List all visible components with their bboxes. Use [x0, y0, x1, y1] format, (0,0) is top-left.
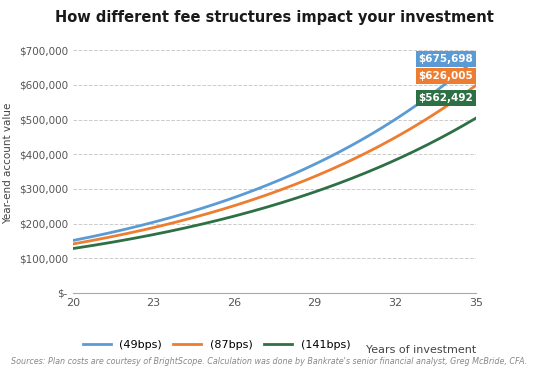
Text: $675,698: $675,698	[418, 54, 473, 64]
Y-axis label: Year-end account value: Year-end account value	[3, 102, 13, 224]
Legend: (49bps), (87bps), (141bps): (49bps), (87bps), (141bps)	[78, 336, 354, 355]
Text: $562,492: $562,492	[418, 93, 473, 103]
Text: Sources: Plan costs are courtesy of BrightScope. Calculation was done by Bankrat: Sources: Plan costs are courtesy of Brig…	[11, 357, 528, 366]
Title: How different fee structures impact your investment: How different fee structures impact your…	[55, 10, 494, 25]
Text: Years of investment: Years of investment	[366, 345, 476, 355]
Text: $626,005: $626,005	[418, 71, 473, 81]
